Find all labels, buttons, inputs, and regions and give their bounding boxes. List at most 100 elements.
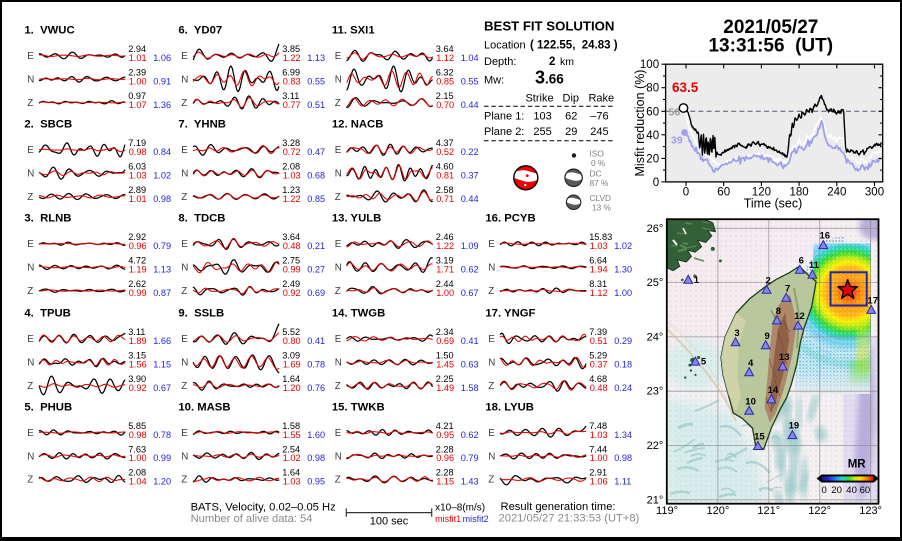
svg-text:63.5: 63.5 [672,80,699,95]
svg-text:3.90: 3.90 [128,374,146,384]
svg-text:1.56: 1.56 [129,360,147,370]
svg-text:100 sec: 100 sec [370,516,409,528]
svg-text:62: 62 [565,110,577,122]
svg-text:Strike: Strike [525,92,553,104]
svg-text:3.11: 3.11 [128,327,145,337]
svg-text:20: 20 [646,153,659,165]
svg-text:60: 60 [646,106,659,118]
svg-text:–76: –76 [590,110,608,122]
svg-text:E: E [27,334,34,345]
svg-text:0.95: 0.95 [307,477,325,487]
svg-text:E: E [335,51,342,62]
svg-text:1. VWUC: 1. VWUC [24,25,74,37]
svg-text:1.55: 1.55 [283,430,301,440]
svg-text:120°: 120° [707,505,730,517]
svg-text:1.15: 1.15 [436,477,454,487]
svg-text:13: 13 [779,352,790,363]
svg-text:2021/05/27 21:33:53 (UT+8): 2021/05/27 21:33:53 (UT+8) [499,513,640,525]
svg-text:0.70: 0.70 [436,100,454,110]
svg-text:0.22: 0.22 [461,147,479,157]
svg-text:2021/05/27: 2021/05/27 [723,17,818,38]
svg-text:1.69: 1.69 [283,360,301,370]
svg-text:E: E [27,428,34,439]
svg-text:E: E [27,145,34,156]
svg-text:6: 6 [799,255,804,266]
svg-text:0.51: 0.51 [590,336,608,346]
svg-text:misfit2: misfit2 [463,514,489,524]
svg-text:2.08: 2.08 [128,468,146,478]
svg-text:Misfit reduction (%): Misfit reduction (%) [633,70,647,177]
svg-text:1.43: 1.43 [461,477,479,487]
svg-text:0.95: 0.95 [436,430,454,440]
svg-text:0.69: 0.69 [436,336,454,346]
svg-text:0.98: 0.98 [614,453,632,463]
svg-text:Dip: Dip [563,92,580,104]
svg-text:4.37: 4.37 [436,138,454,148]
svg-text:0.27: 0.27 [307,265,325,275]
svg-text:0.92: 0.92 [283,288,301,298]
svg-text:60: 60 [717,187,730,199]
svg-text:13. YULB: 13. YULB [332,213,381,225]
svg-text:0.21: 0.21 [307,241,325,251]
svg-text:Z: Z [27,98,33,109]
svg-text:21°: 21° [647,494,664,506]
svg-text:Z: Z [488,475,494,486]
svg-text:40: 40 [646,130,659,142]
svg-text:7.48: 7.48 [589,421,607,431]
svg-text:Number of alive data: 54: Number of alive data: 54 [191,513,313,525]
svg-text:1.94: 1.94 [590,265,608,275]
svg-text:1.30: 1.30 [614,265,632,275]
svg-text:4. TPUB: 4. TPUB [24,308,70,320]
svg-text:1.49: 1.49 [436,383,454,393]
svg-text:N: N [335,263,342,274]
svg-text:Z: Z [335,192,341,203]
svg-text:2.15: 2.15 [436,91,454,101]
svg-text:E: E [335,145,342,156]
svg-text:0: 0 [822,485,827,496]
svg-text:N: N [335,358,342,369]
svg-text:x10–8(m/s): x10–8(m/s) [435,502,485,513]
svg-text:E: E [181,51,188,62]
svg-text:300: 300 [865,187,884,199]
svg-text:N: N [27,169,34,180]
svg-text:Z: Z [181,286,187,297]
svg-text:DC: DC [590,169,602,179]
svg-text:15: 15 [754,432,765,443]
svg-text:1.02: 1.02 [153,170,171,180]
svg-text:1.00: 1.00 [590,453,608,463]
svg-text:24°: 24° [647,331,664,343]
svg-text:0.81: 0.81 [436,170,454,180]
svg-text:120: 120 [752,187,771,199]
svg-text:BATS, Velocity, 0.02–0.05 Hz: BATS, Velocity, 0.02–0.05 Hz [191,501,337,513]
svg-text:0.91: 0.91 [153,76,171,86]
svg-text:6.64: 6.64 [589,256,607,266]
svg-text:180: 180 [790,187,809,199]
svg-text:100: 100 [640,59,659,71]
svg-text:Z: Z [335,286,341,297]
svg-text:0.48: 0.48 [283,241,301,251]
svg-text:25°: 25° [647,277,664,289]
svg-text:9. SSLB: 9. SSLB [178,308,224,320]
svg-text:N: N [488,263,495,274]
svg-text:5.29: 5.29 [589,351,607,361]
svg-text:1.03: 1.03 [590,241,608,251]
svg-text:7.39: 7.39 [589,327,607,337]
svg-text:1.04: 1.04 [461,53,479,63]
svg-text:N: N [27,451,34,462]
svg-text:1: 1 [694,275,700,286]
svg-text:1.06: 1.06 [590,477,608,487]
svg-text:MR: MR [848,459,867,471]
svg-text:2.08: 2.08 [282,162,300,172]
svg-text:22°: 22° [647,440,664,452]
svg-text:0.63: 0.63 [461,360,479,370]
svg-text:0.99: 0.99 [129,288,147,298]
svg-text:6.32: 6.32 [436,68,454,78]
svg-text:11: 11 [809,260,820,271]
svg-text:0.55: 0.55 [461,76,479,86]
svg-text:1.50: 1.50 [436,351,454,361]
svg-text:0.80: 0.80 [283,336,301,346]
svg-text:0.96: 0.96 [436,453,454,463]
svg-text:misfit1: misfit1 [435,514,461,524]
svg-text:3.66: 3.66 [535,67,564,87]
svg-text:0.51: 0.51 [307,100,325,110]
